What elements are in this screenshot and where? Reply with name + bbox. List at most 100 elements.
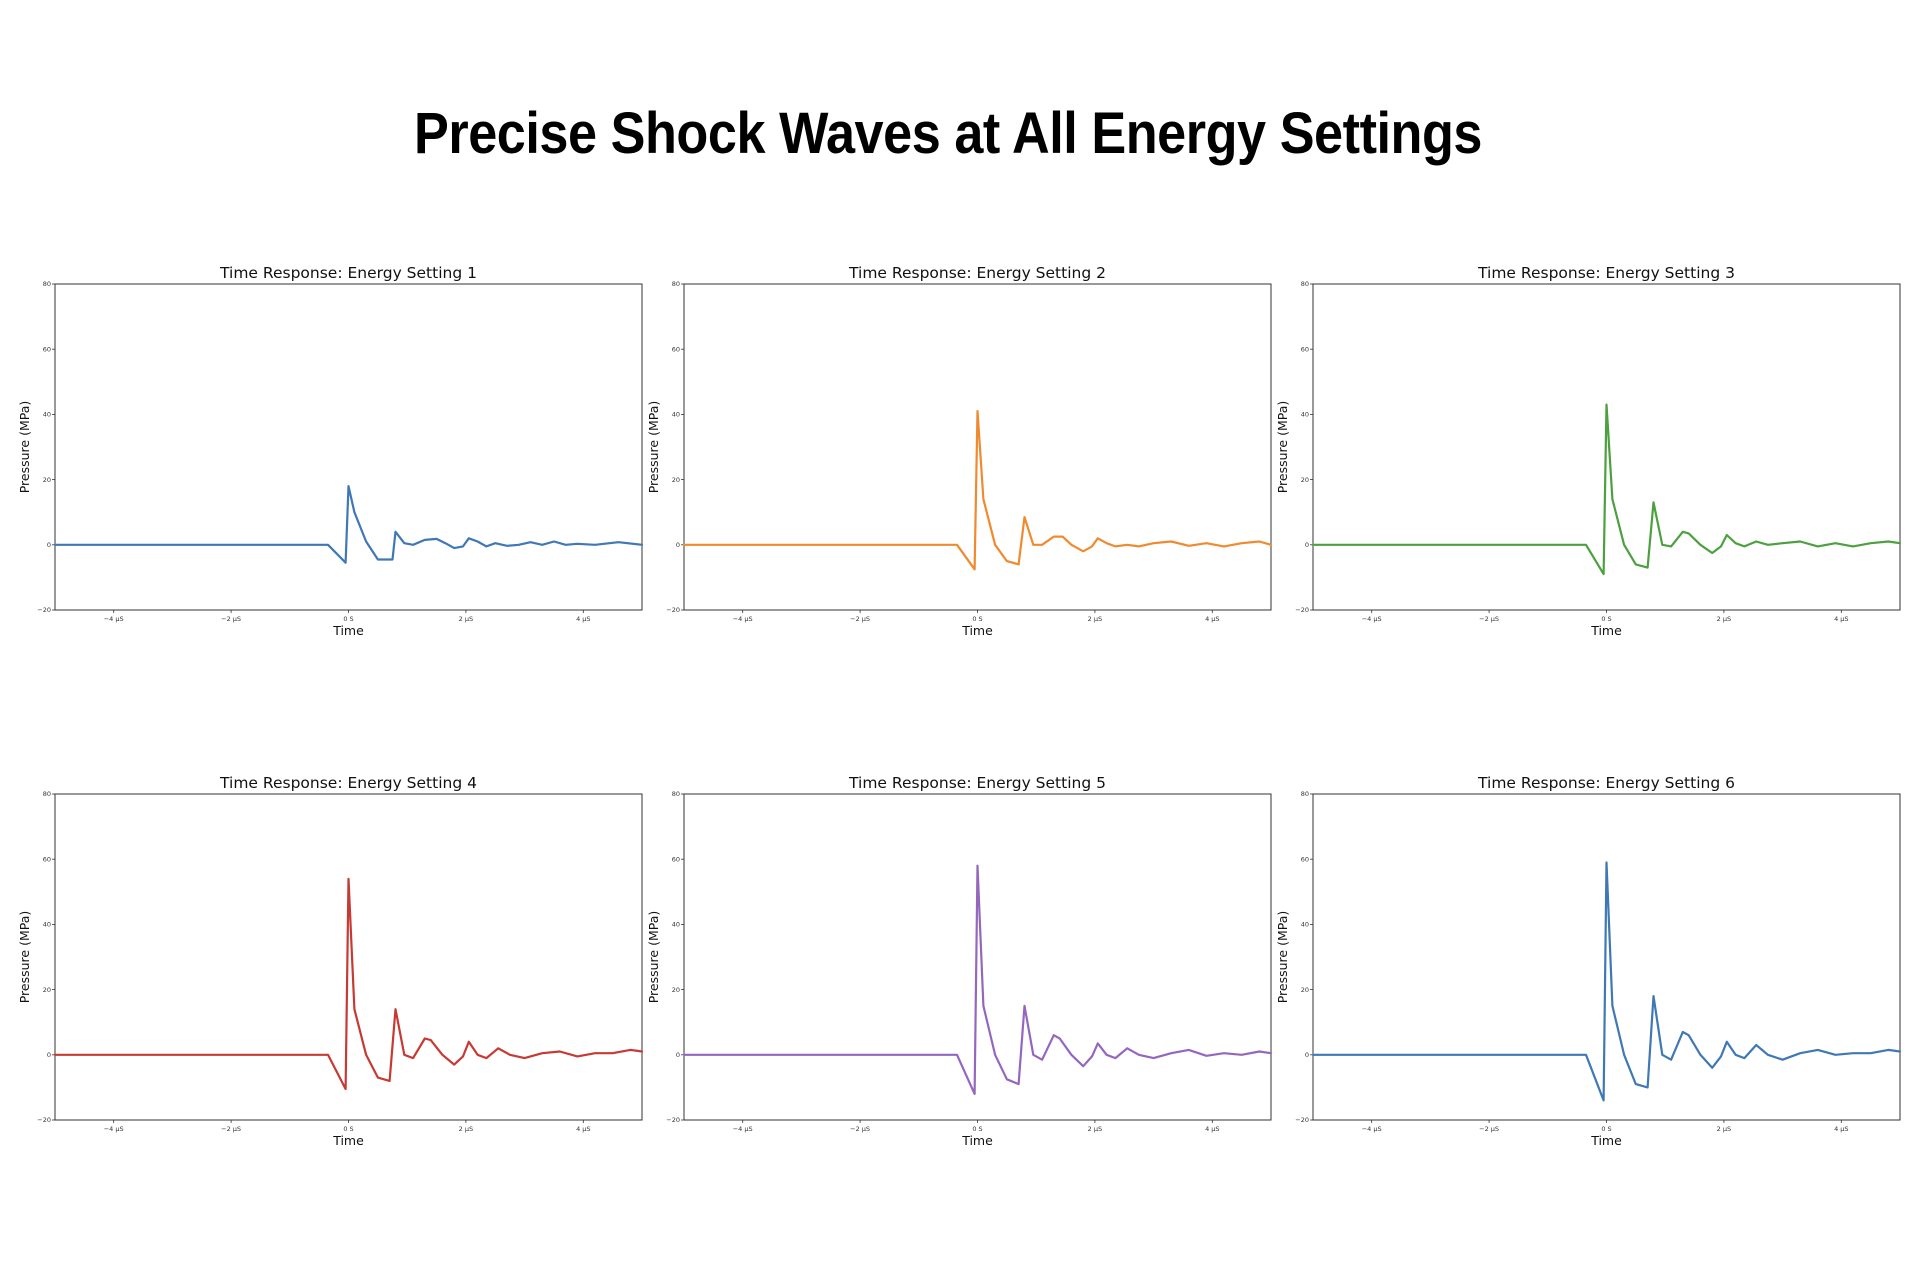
page-title: Precise Shock Waves at All Energy Settin… bbox=[413, 101, 1483, 166]
x-tick-label: −2 µS bbox=[1479, 615, 1499, 623]
x-axis-label: Time bbox=[961, 1133, 993, 1148]
y-tick-label: 80 bbox=[1301, 790, 1309, 798]
x-tick-label: −4 µS bbox=[733, 1125, 753, 1133]
y-axis-label: Pressure (MPa) bbox=[17, 911, 32, 1004]
x-tick-label: 4 µS bbox=[1205, 615, 1219, 623]
pressure-series-line bbox=[53, 877, 644, 1091]
chart-panel-1: Time Response: Energy Setting 1 −20 0 20 40 6… bbox=[17, 264, 644, 638]
chart-panel-3: Time Response: Energy Setting 3 −20 0 20 40 6… bbox=[1275, 264, 1902, 638]
pressure-series-line bbox=[682, 410, 1273, 571]
y-axis-label: Pressure (MPa) bbox=[1275, 911, 1290, 1004]
x-tick-label: 2 µS bbox=[459, 1125, 473, 1133]
x-tick-label: −4 µS bbox=[104, 615, 124, 623]
x-axis-label: Time bbox=[1590, 1133, 1622, 1148]
y-tick-label: 20 bbox=[43, 986, 51, 994]
chart-title: Time Response: Energy Setting 5 bbox=[848, 774, 1106, 792]
y-tick-label: 60 bbox=[672, 855, 680, 863]
y-tick-label: 20 bbox=[1301, 986, 1309, 994]
y-tick-label: 60 bbox=[43, 855, 51, 863]
y-axis-label: Pressure (MPa) bbox=[646, 401, 661, 494]
y-tick-label: 40 bbox=[1301, 921, 1309, 929]
y-tick-label: 80 bbox=[672, 280, 680, 288]
y-tick-label: 40 bbox=[43, 411, 51, 419]
y-tick-label: 0 bbox=[47, 541, 51, 549]
x-tick-label: 0 S bbox=[1601, 1125, 1611, 1133]
chart-title: Time Response: Energy Setting 1 bbox=[219, 264, 477, 282]
y-tick-label: 80 bbox=[1301, 280, 1309, 288]
y-tick-label: 20 bbox=[1301, 476, 1309, 484]
x-tick-label: −4 µS bbox=[733, 615, 753, 623]
x-axis-label: Time bbox=[1590, 623, 1622, 638]
x-axis-label: Time bbox=[332, 1133, 364, 1148]
x-tick-label: −2 µS bbox=[221, 1125, 241, 1133]
y-tick-label: 60 bbox=[1301, 855, 1309, 863]
y-tick-label: 40 bbox=[672, 411, 680, 419]
x-tick-label: 2 µS bbox=[1088, 1125, 1102, 1133]
x-tick-label: 4 µS bbox=[576, 615, 590, 623]
y-tick-label: −20 bbox=[37, 1116, 51, 1124]
x-tick-label: 4 µS bbox=[1834, 1125, 1848, 1133]
y-tick-label: 60 bbox=[1301, 345, 1309, 353]
y-tick-label: 20 bbox=[672, 986, 680, 994]
plot-frame bbox=[683, 793, 1272, 1121]
x-tick-label: 0 S bbox=[343, 1125, 353, 1133]
x-tick-label: 4 µS bbox=[1834, 615, 1848, 623]
y-tick-label: 0 bbox=[676, 541, 680, 549]
x-tick-label: 0 S bbox=[1601, 615, 1611, 623]
y-tick-label: 0 bbox=[676, 1051, 680, 1059]
x-tick-label: 2 µS bbox=[1717, 1125, 1731, 1133]
plot-frame bbox=[1312, 793, 1901, 1121]
y-tick-label: −20 bbox=[666, 1116, 680, 1124]
pressure-series-line bbox=[1311, 403, 1902, 576]
y-tick-label: −20 bbox=[1295, 606, 1309, 614]
plot-frame bbox=[54, 283, 643, 611]
chart-title: Time Response: Energy Setting 6 bbox=[1477, 774, 1735, 792]
pressure-series-line bbox=[53, 485, 644, 564]
pressure-series-line bbox=[682, 864, 1273, 1096]
x-tick-label: 2 µS bbox=[1088, 615, 1102, 623]
x-tick-label: −2 µS bbox=[221, 615, 241, 623]
chart-title: Time Response: Energy Setting 2 bbox=[848, 264, 1106, 282]
y-tick-label: 40 bbox=[672, 921, 680, 929]
y-tick-label: −20 bbox=[37, 606, 51, 614]
x-tick-label: 2 µS bbox=[1717, 615, 1731, 623]
y-tick-label: 80 bbox=[43, 790, 51, 798]
y-axis-label: Pressure (MPa) bbox=[17, 401, 32, 494]
y-tick-label: 60 bbox=[672, 345, 680, 353]
x-tick-label: 0 S bbox=[972, 615, 982, 623]
y-tick-label: 20 bbox=[43, 476, 51, 484]
y-tick-label: 60 bbox=[43, 345, 51, 353]
x-tick-label: −2 µS bbox=[850, 1125, 870, 1133]
y-tick-label: 40 bbox=[1301, 411, 1309, 419]
chart-title: Time Response: Energy Setting 4 bbox=[219, 774, 477, 792]
y-tick-label: 40 bbox=[43, 921, 51, 929]
x-tick-label: −2 µS bbox=[1479, 1125, 1499, 1133]
y-tick-label: 80 bbox=[43, 280, 51, 288]
x-tick-label: −4 µS bbox=[1362, 615, 1382, 623]
x-axis-label: Time bbox=[332, 623, 364, 638]
y-tick-label: −20 bbox=[1295, 1116, 1309, 1124]
y-axis-label: Pressure (MPa) bbox=[1275, 401, 1290, 494]
chart-panel-4: Time Response: Energy Setting 4 −20 0 20 40 6… bbox=[17, 774, 644, 1148]
x-tick-label: 4 µS bbox=[576, 1125, 590, 1133]
x-tick-label: −2 µS bbox=[850, 615, 870, 623]
y-tick-label: 0 bbox=[47, 1051, 51, 1059]
x-tick-label: −4 µS bbox=[1362, 1125, 1382, 1133]
y-tick-label: −20 bbox=[666, 606, 680, 614]
chart-panel-5: Time Response: Energy Setting 5 −20 0 20 40 6… bbox=[646, 774, 1273, 1148]
x-tick-label: 4 µS bbox=[1205, 1125, 1219, 1133]
x-tick-label: 0 S bbox=[972, 1125, 982, 1133]
y-tick-label: 80 bbox=[672, 790, 680, 798]
chart-panel-6: Time Response: Energy Setting 6 −20 0 20 40 6… bbox=[1275, 774, 1902, 1148]
x-axis-label: Time bbox=[961, 623, 993, 638]
x-tick-label: −4 µS bbox=[104, 1125, 124, 1133]
y-tick-label: 0 bbox=[1305, 1051, 1309, 1059]
x-tick-label: 0 S bbox=[343, 615, 353, 623]
chart-panel-2: Time Response: Energy Setting 2 −20 0 20 40 6… bbox=[646, 264, 1273, 638]
pressure-series-line bbox=[1311, 861, 1902, 1102]
y-tick-label: 0 bbox=[1305, 541, 1309, 549]
y-tick-label: 20 bbox=[672, 476, 680, 484]
y-axis-label: Pressure (MPa) bbox=[646, 911, 661, 1004]
chart-title: Time Response: Energy Setting 3 bbox=[1477, 264, 1735, 282]
